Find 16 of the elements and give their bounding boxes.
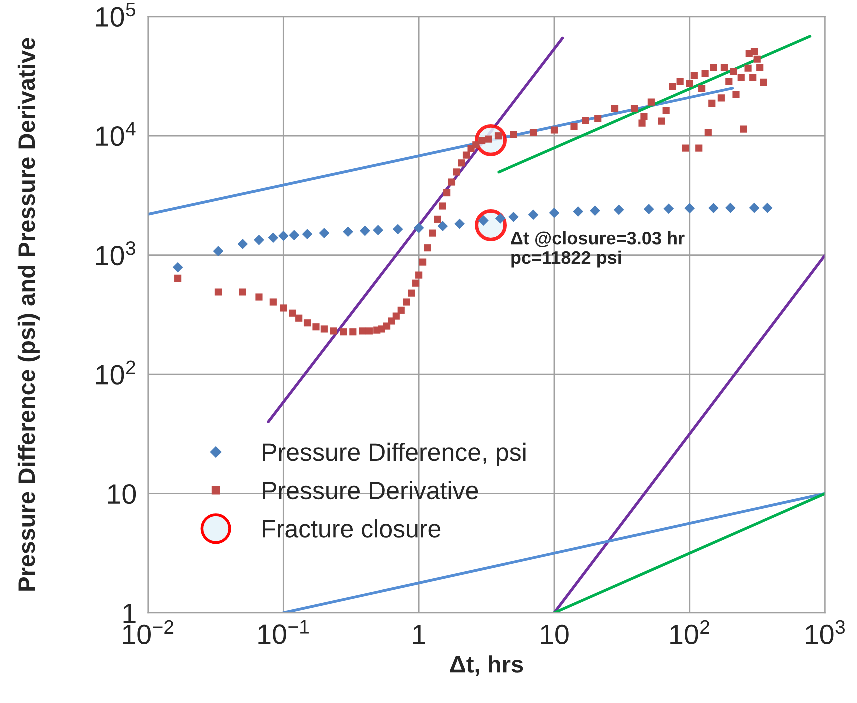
y-tick-label: 10$^{2}$ [96, 360, 136, 385]
y-axis-title: Pressure Difference (psi) and Pressure Derivative [18, 38, 40, 591]
y-tick-label: 10$^{3}$ [96, 242, 136, 266]
y-tick-label: 10$^{4}$ [96, 122, 136, 146]
x-tick-label: 10$^{−1}$ [258, 620, 309, 644]
y-tick-label: 10 [108, 484, 136, 504]
legend-label: Fracture closure [263, 520, 441, 538]
annotation: Δt @closure=3.03 hr pc=11822 psi [511, 231, 685, 268]
y-tick-label: 10$^{5}$ [96, 3, 136, 27]
x-tick-label: 1 [413, 625, 426, 644]
x-tick-label: 10$^{2}$ [670, 620, 710, 644]
x-tick-label: 10$^{3}$ [806, 620, 846, 644]
x-tick-label: 10 [541, 624, 569, 645]
legend-label: Pressure Difference, psi [263, 442, 526, 466]
legend-label: Pressure Derivative [263, 481, 478, 500]
x-axis-title: Δt, hrs [450, 656, 524, 676]
